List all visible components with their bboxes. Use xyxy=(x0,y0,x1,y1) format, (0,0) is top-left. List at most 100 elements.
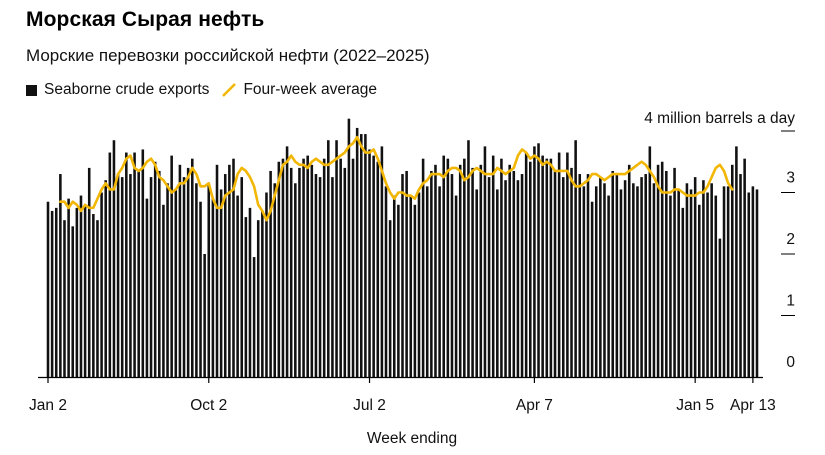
chart-bar xyxy=(46,201,50,377)
chart-bar xyxy=(615,174,619,377)
chart-bar xyxy=(504,180,507,377)
y-tick-label: 2 xyxy=(786,231,795,248)
chart-bar xyxy=(87,167,91,377)
chart-bar xyxy=(677,189,680,377)
chart-bar xyxy=(108,152,112,377)
chart-bar xyxy=(743,158,746,377)
chart-bar xyxy=(248,207,252,378)
chart-bar xyxy=(149,177,153,378)
chart-bar xyxy=(158,170,161,377)
chart-bar xyxy=(537,143,540,377)
chart-bar xyxy=(71,226,75,377)
chart-bar xyxy=(735,146,738,378)
chart-bar xyxy=(141,149,145,377)
chart-bar xyxy=(698,204,701,377)
chart-bar xyxy=(446,158,450,377)
chart-bar xyxy=(430,170,433,377)
chart-bar xyxy=(566,152,569,377)
chart-bar xyxy=(438,186,441,377)
y-tick-label: 0 xyxy=(786,354,795,371)
chart-bar xyxy=(599,177,602,378)
x-tick-label: Apr 7 xyxy=(516,397,553,414)
legend-label-average: Four-week average xyxy=(243,81,377,98)
chart-bar xyxy=(162,204,165,377)
chart-bar xyxy=(294,183,297,377)
legend-item-exports: Seaborne crude exports xyxy=(26,81,209,99)
chart-bar xyxy=(318,177,322,378)
line-layer xyxy=(59,135,734,222)
chart-bar xyxy=(594,186,598,377)
chart-bar xyxy=(339,158,342,377)
chart-bar xyxy=(360,134,363,377)
chart-bar xyxy=(755,189,759,377)
chart-bar xyxy=(529,161,532,377)
chart-bar xyxy=(145,198,149,377)
four-week-average-line xyxy=(59,135,734,222)
chart-bar xyxy=(619,189,623,377)
chart-bar xyxy=(54,207,58,378)
legend-bar-swatch-icon xyxy=(26,84,37,96)
chart-bar xyxy=(351,158,355,377)
chart-bar xyxy=(244,217,248,377)
chart-bar xyxy=(479,164,483,377)
chart-bar xyxy=(228,164,231,377)
chart-bar xyxy=(355,127,359,378)
chart-bar xyxy=(92,214,95,377)
chart-bar xyxy=(405,170,408,377)
chart-bar xyxy=(710,183,713,377)
chart-bar xyxy=(553,170,557,377)
chart-bar xyxy=(603,183,606,377)
chart-bar xyxy=(166,183,169,377)
chart-title: Морская Сырая нефть xyxy=(26,8,265,31)
chart-bar xyxy=(302,158,305,377)
chart-bar xyxy=(116,174,120,377)
chart-bar xyxy=(582,186,586,377)
chart-bar xyxy=(570,167,573,377)
chart-bar xyxy=(191,158,194,377)
chart-bar xyxy=(306,155,309,377)
chart-bar xyxy=(376,161,380,377)
x-tick-label: Jul 2 xyxy=(353,397,386,414)
chart-bar xyxy=(277,161,281,377)
x-tick-label: Jan 2 xyxy=(29,397,67,414)
chart-bar xyxy=(739,174,742,377)
chart-bar xyxy=(434,164,437,377)
chart-bar xyxy=(50,210,54,377)
chart-subtitle: Морские перевозки российской нефти (2022… xyxy=(26,46,430,65)
chart-bar xyxy=(561,177,565,378)
chart-bar xyxy=(199,201,202,377)
x-tick-label: Oct 2 xyxy=(190,397,227,414)
chart-bar xyxy=(368,149,371,377)
chart-bar xyxy=(211,198,215,377)
chart-bar xyxy=(475,189,478,377)
chart-bar xyxy=(347,118,351,377)
chart-bar xyxy=(524,152,528,377)
bars-layer xyxy=(46,118,759,378)
chart-bar xyxy=(607,195,610,377)
chart-bar xyxy=(636,186,639,377)
chart-bar xyxy=(520,174,524,377)
chart-bar xyxy=(508,164,511,377)
chart-bar xyxy=(673,167,676,377)
chart-bar xyxy=(252,257,256,377)
chart-bar xyxy=(652,183,656,377)
chart-bar xyxy=(174,189,178,377)
chart-bar xyxy=(722,186,726,377)
chart-bar xyxy=(240,177,244,378)
y-unit-label: 4 million barrels a day xyxy=(644,110,795,127)
legend-line-swatch-icon xyxy=(222,83,237,97)
chart-bar xyxy=(232,158,235,377)
chart-bar xyxy=(236,195,239,377)
chart-bar xyxy=(450,174,454,377)
chart-bar xyxy=(417,192,421,377)
chart-bar xyxy=(104,180,107,377)
chart-bar xyxy=(458,164,462,377)
chart-bar xyxy=(364,134,367,377)
chart-bar xyxy=(586,174,590,377)
chart-bar xyxy=(380,146,384,378)
chart-bar xyxy=(611,170,615,377)
legend-item-average: Four-week average xyxy=(221,81,377,99)
chart-bar xyxy=(112,140,116,377)
chart-bar xyxy=(256,220,260,377)
chart-bar xyxy=(685,183,689,377)
